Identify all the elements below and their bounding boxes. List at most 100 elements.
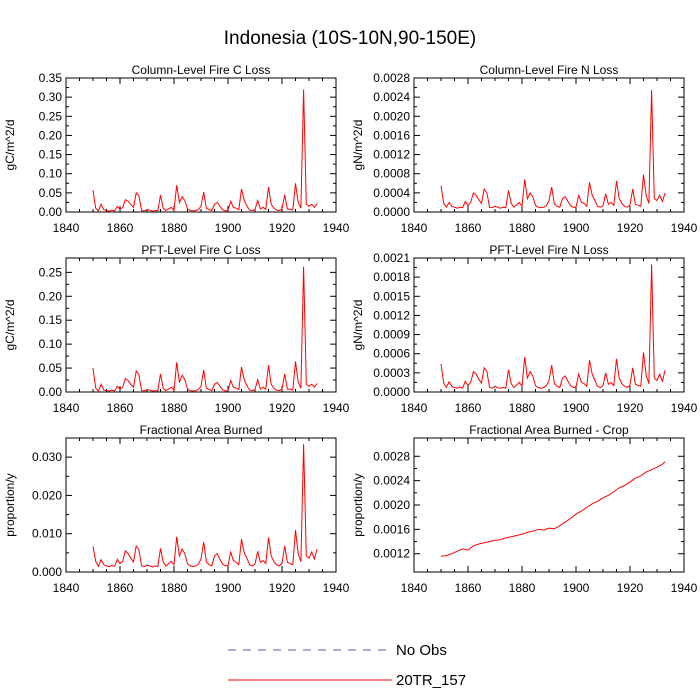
- y-tick-label: 0.0024: [373, 474, 410, 488]
- y-tick-label: 0.20: [39, 128, 63, 142]
- y-tick-label: 0.0009: [373, 328, 410, 342]
- y-tick-label: 0.30: [39, 90, 63, 104]
- y-tick-label: 0.0012: [373, 308, 410, 322]
- y-tick-label: 0.020: [32, 488, 62, 502]
- y-tick-label: 0.0016: [373, 128, 410, 142]
- y-axis-label: gN/m^2/d: [351, 300, 365, 351]
- y-tick-label: 0.0004: [373, 186, 410, 200]
- x-tick-label: 1900: [215, 581, 242, 595]
- y-tick-label: 0.0006: [373, 347, 410, 361]
- plot-frame: [413, 257, 685, 393]
- x-tick-label: 1920: [617, 221, 644, 235]
- x-tick-label: 1940: [323, 221, 350, 235]
- y-tick-label: 0.0015: [373, 289, 410, 303]
- y-tick-label: 0.20: [39, 289, 63, 303]
- y-tick-label: 0.10: [39, 337, 63, 351]
- data-line-20tr-157: [440, 89, 666, 209]
- legend-entry: 20TR_157: [228, 672, 466, 689]
- y-tick-label: 0.35: [39, 71, 63, 85]
- x-tick-label: 1840: [53, 221, 80, 235]
- panel-3: PFT-Level Fire C Loss gC/m^2/d 1840 1860 188…: [3, 243, 350, 415]
- panel-2: Column-Level Fire N Loss gN/m^2/d 1840 1860…: [351, 63, 698, 235]
- legend-label: No Obs: [396, 642, 447, 659]
- x-tick-label: 1840: [53, 401, 80, 415]
- y-axis-label: gN/m^2/d: [351, 120, 365, 171]
- panel-5: Fractional Area Burned proportion/y 1840 18…: [3, 423, 350, 595]
- y-tick-label: 0.0028: [373, 71, 410, 85]
- x-tick-label: 1900: [563, 581, 590, 595]
- x-tick-label: 1860: [455, 401, 482, 415]
- y-tick-label: 0.05: [39, 361, 63, 375]
- plot-frame: [65, 77, 337, 213]
- x-tick-label: 1940: [671, 401, 698, 415]
- y-tick-label: 0.0012: [373, 148, 410, 162]
- figure-title: Indonesia (10S-10N,90-150E): [223, 28, 477, 49]
- plot-frame: [65, 437, 337, 573]
- y-axis-label: proportion/y: [3, 473, 17, 536]
- x-tick-label: 1940: [323, 401, 350, 415]
- y-tick-label: 0.0021: [373, 251, 410, 265]
- x-tick-label: 1860: [107, 401, 134, 415]
- x-tick-label: 1940: [671, 221, 698, 235]
- y-tick-label: 0.000: [32, 565, 62, 579]
- x-tick-label: 1880: [161, 581, 188, 595]
- panel-title: Column-Level Fire N Loss: [480, 63, 619, 77]
- x-tick-label: 1900: [563, 401, 590, 415]
- x-tick-label: 1860: [455, 221, 482, 235]
- y-tick-label: 0.0008: [373, 167, 410, 181]
- panel-6: Fractional Area Burned - Crop proportion/…: [351, 423, 698, 595]
- legend: No Obs 20TR_157: [228, 642, 466, 689]
- x-tick-label: 1900: [215, 221, 242, 235]
- y-tick-label: 0.0020: [373, 498, 410, 512]
- y-tick-label: 0.25: [39, 265, 63, 279]
- y-tick-label: 0.0018: [373, 270, 410, 284]
- x-tick-label: 1920: [269, 401, 296, 415]
- x-tick-label: 1880: [161, 401, 188, 415]
- x-tick-label: 1860: [107, 221, 134, 235]
- x-tick-label: 1900: [215, 401, 242, 415]
- y-axis-label: gC/m^2/d: [3, 120, 17, 171]
- data-line-20tr-157: [440, 461, 666, 557]
- x-tick-label: 1920: [269, 581, 296, 595]
- x-tick-label: 1840: [401, 581, 428, 595]
- panel-1: Column-Level Fire C Loss gC/m^2/d 1840 1860…: [3, 63, 350, 235]
- x-tick-label: 1840: [53, 581, 80, 595]
- y-tick-label: 0.05: [39, 186, 63, 200]
- x-tick-label: 1900: [563, 221, 590, 235]
- y-axis-label: proportion/y: [351, 473, 365, 536]
- data-line-20tr-157: [440, 264, 666, 389]
- y-tick-label: 0.15: [39, 313, 63, 327]
- y-tick-label: 0.0000: [373, 385, 410, 399]
- y-tick-label: 0.00: [39, 385, 63, 399]
- panel-title: PFT-Level Fire C Loss: [141, 243, 260, 257]
- y-tick-label: 0.0012: [373, 547, 410, 561]
- y-tick-label: 0.0028: [373, 449, 410, 463]
- y-tick-label: 0.010: [32, 527, 62, 541]
- panel-title: Fractional Area Burned: [140, 423, 263, 437]
- legend-label: 20TR_157: [396, 672, 466, 689]
- panel-title: Column-Level Fire C Loss: [132, 63, 271, 77]
- plot-frame: [65, 257, 337, 393]
- x-tick-label: 1840: [401, 401, 428, 415]
- y-tick-label: 0.0024: [373, 90, 410, 104]
- y-tick-label: 0.10: [39, 167, 63, 181]
- data-line-20tr-157: [92, 444, 318, 568]
- data-line-20tr-157: [92, 89, 318, 212]
- y-tick-label: 0.030: [32, 450, 62, 464]
- x-tick-label: 1880: [509, 221, 536, 235]
- y-tick-label: 0.15: [39, 148, 63, 162]
- x-tick-label: 1920: [269, 221, 296, 235]
- x-tick-label: 1880: [509, 581, 536, 595]
- y-tick-label: 0.00: [39, 205, 63, 219]
- y-tick-label: 0.0020: [373, 109, 410, 123]
- x-tick-label: 1940: [323, 581, 350, 595]
- panel-title: PFT-Level Fire N Loss: [489, 243, 608, 257]
- panel-title: Fractional Area Burned - Crop: [469, 423, 629, 437]
- plot-frame: [413, 437, 685, 573]
- y-axis-label: gC/m^2/d: [3, 300, 17, 351]
- plot-frame: [413, 77, 685, 213]
- y-tick-label: 0.0000: [373, 205, 410, 219]
- data-line-20tr-157: [92, 266, 318, 392]
- x-tick-label: 1920: [617, 581, 644, 595]
